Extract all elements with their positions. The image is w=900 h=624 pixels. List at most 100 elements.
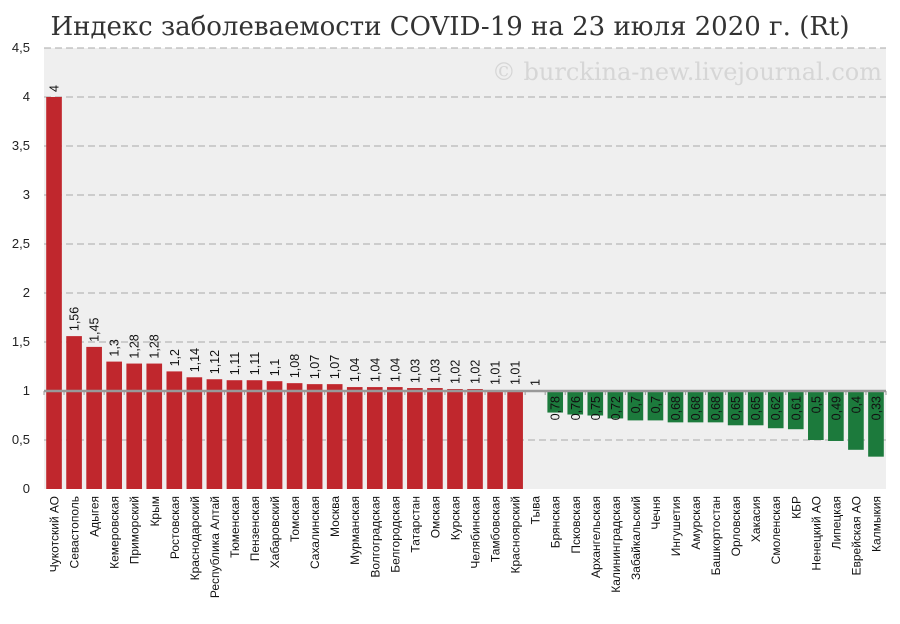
bar [627,391,644,421]
bar [727,391,744,426]
value-label: 0,72 [609,396,623,420]
category-label: Тамбовская [489,496,503,562]
chart-title: Индекс заболеваемости COVID-19 на 23 июл… [50,12,849,42]
value-label: 0,33 [869,396,883,420]
category-label: Республика Алтай [208,496,222,598]
category-label: Сахалинская [308,496,322,569]
value-label: 1,28 [148,334,162,358]
bar [587,391,604,416]
value-label: 1,45 [88,318,102,342]
category-label: Орловская [729,496,743,556]
category-label: Еврейская АО [849,496,863,576]
value-label: 1,28 [128,334,142,358]
category-label: Липецкая [829,496,843,549]
bar [647,391,664,421]
category-label: Хабаровский [268,496,282,568]
value-label: 0,65 [749,396,763,420]
y-tick-label: 4 [23,89,30,104]
y-tick-label: 2,5 [12,236,30,251]
category-label: Тыва [529,496,543,525]
bar [607,391,624,419]
value-label: 0,75 [589,396,603,420]
value-label: 1,08 [288,354,302,378]
category-label: Крым [148,496,162,527]
value-label: 0,68 [689,396,703,420]
bar [447,389,463,489]
category-label: Приморский [128,496,142,564]
watermark: © burckina-new.livejournal.com [492,58,882,86]
value-label: 0,65 [729,396,743,420]
value-label: 1,02 [469,360,483,384]
category-label: Архангельская [589,496,603,578]
bar [146,363,163,489]
category-label: Белгородская [388,496,402,573]
category-label: Калмыкия [869,496,883,552]
y-tick-label: 2 [23,285,30,300]
bar [467,389,483,489]
value-label: 4 [48,85,62,92]
value-label: 0,62 [769,396,783,420]
value-label: 0,76 [569,396,583,420]
category-label: Чукотский АО [48,496,62,572]
bar [667,391,684,423]
value-label: 0,7 [629,396,643,413]
y-tick-label: 1 [23,383,30,398]
value-label: 1,02 [448,360,462,384]
category-label: Чечня [649,496,663,530]
category-label: Челябинская [469,496,483,569]
bar [828,391,844,441]
bar [266,381,283,489]
bar [186,377,203,489]
bar [346,387,363,489]
category-label: Хакасия [749,496,763,542]
category-label: Смоленская [769,496,783,564]
category-label: Кемеровская [108,496,122,569]
bar [747,391,764,426]
bar [126,363,143,489]
y-axis-ticks: 0 0,5 1 1,5 2 2,5 3 3,5 4 4,5 [12,40,30,496]
value-label: 0,7 [649,396,663,413]
value-label: 1,07 [308,355,322,379]
bar [286,383,303,489]
value-label: 1,01 [489,361,503,385]
bar [787,391,804,430]
value-label: 1,03 [408,359,422,383]
bar [166,371,183,489]
bar [246,380,263,489]
value-label: 1,11 [228,352,242,375]
value-labels: 41,56 1,451,3 1,28 1,28 1,2 1,14 1,12 1,11 1,11 1… [48,85,884,420]
value-label: 1,1 [268,359,282,376]
value-label: 1 [529,379,543,386]
value-label: 0,68 [669,396,683,420]
value-label: 1,3 [108,339,122,356]
category-label: Пензенская [248,496,262,561]
category-label: Ростовская [168,496,182,559]
bar [387,387,403,489]
category-label: Севастополь [68,496,82,568]
y-tick-label: 3 [23,187,30,202]
y-tick-label: 3,5 [12,138,30,153]
bar [226,380,243,489]
category-label: Москва [328,496,342,537]
bar [206,379,223,489]
category-label: Ненецкий АО [809,496,823,571]
value-label: 1,03 [428,359,442,383]
value-label: 1,56 [68,307,82,331]
category-label: Красноярский [509,496,523,573]
bar [507,390,523,489]
bar [46,97,62,489]
y-tick-label: 0 [23,481,30,496]
category-label: Брянская [549,496,563,548]
category-label: Волгоградская [368,496,382,578]
value-label: 1,04 [368,358,382,382]
category-label: Башкортостан [709,496,723,575]
category-label: Мурманская [348,496,362,565]
value-label: 1,2 [168,349,182,366]
category-label: Омская [428,496,442,538]
value-label: 1,01 [509,361,523,385]
value-label: 0,61 [789,396,803,420]
bar [86,346,102,489]
category-label: Курская [448,496,462,540]
bar [547,391,564,413]
